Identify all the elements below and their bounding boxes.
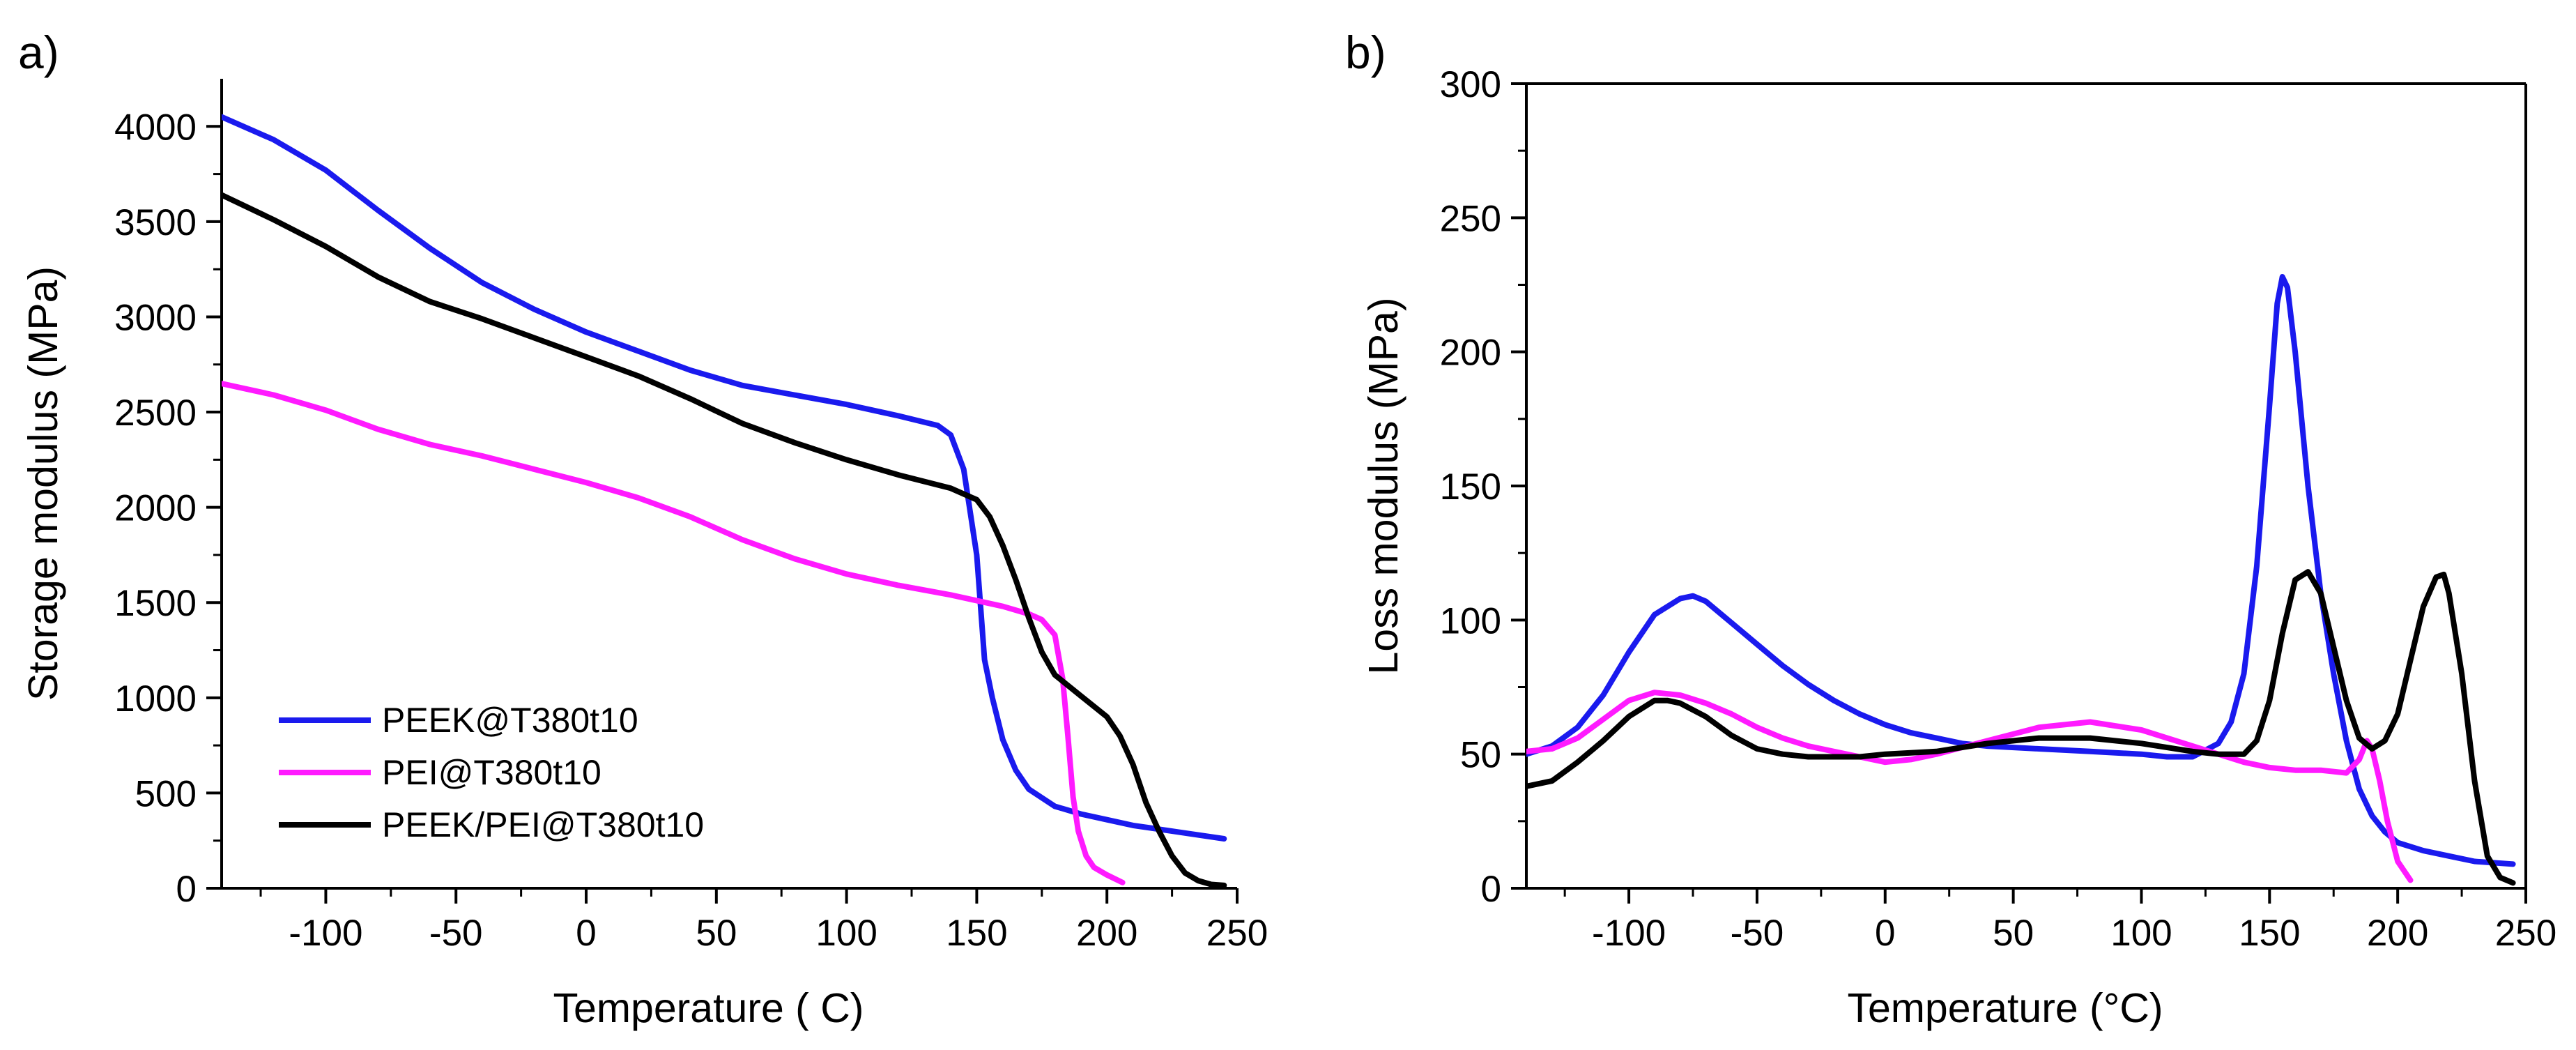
y-tick-label: 2000 — [114, 488, 197, 529]
x-tick-label: 150 — [946, 913, 1007, 954]
legend-label: PEEK@T380t10 — [382, 701, 638, 740]
y-tick-label: 0 — [1481, 869, 1501, 910]
y-tick-label: 2500 — [114, 393, 197, 434]
y-tick-label: 200 — [1440, 333, 1501, 374]
x-tick-label: -50 — [429, 913, 483, 954]
y-axis-title: Loss modulus (MPa) — [1360, 297, 1406, 674]
y-tick-label: 3500 — [114, 202, 197, 243]
y-tick-label: 300 — [1440, 64, 1501, 105]
y-tick-label: 4000 — [114, 107, 197, 148]
x-axis-title: Temperature ( C) — [553, 985, 864, 1031]
y-tick-label: 500 — [135, 773, 197, 814]
y-tick-label: 250 — [1440, 198, 1501, 239]
y-tick-label: 100 — [1440, 600, 1501, 641]
x-tick-label: 250 — [1206, 913, 1268, 954]
series-line-pei-t380t10 — [1526, 690, 2414, 883]
chart-panel-a: -100 -50 0 50 100 150 200 250050010001500200025… — [18, 26, 1268, 1031]
y-tick-label: 150 — [1440, 466, 1501, 508]
x-axis-title: Temperature (°C) — [1847, 985, 2163, 1031]
legend-label: PEEK/PEI@T380t10 — [382, 805, 704, 844]
series-group — [1526, 274, 2516, 886]
series-line-peek-pei-t380t10 — [1526, 569, 2516, 886]
x-tick-label: 150 — [2239, 913, 2300, 954]
x-tick-label: 0 — [1875, 913, 1895, 954]
x-tick-label: 0 — [576, 913, 596, 954]
x-tick-label: 50 — [696, 913, 737, 954]
legend: PEEK@T380t10 PEI@T380t10 PEEK/PEI@T380t10 — [279, 701, 704, 844]
x-tick-label: 100 — [815, 913, 877, 954]
legend-label: PEI@T380t10 — [382, 753, 601, 792]
panel-label: a) — [18, 26, 59, 78]
x-tick-label: -100 — [1592, 913, 1666, 954]
series-line-peek-pei-t380t10 — [222, 192, 1227, 888]
series-line-peek-t380t10 — [1526, 274, 2516, 867]
chart-panel-b: -100 -50 0 50 100 150 200 250 0 50 100 150 200 250 300… — [1345, 26, 2556, 1031]
panel-label: b) — [1345, 26, 1386, 78]
y-tick-label: 1000 — [114, 678, 197, 720]
y-tick-label: 1500 — [114, 583, 197, 624]
y-tick-label: 0 — [176, 869, 197, 910]
series-line-peek-t380t10 — [222, 114, 1227, 842]
series-line-pei-t380t10 — [222, 381, 1126, 885]
x-tick-label: 250 — [2495, 913, 2556, 954]
x-tick-label: 50 — [1993, 913, 2034, 954]
series-group — [222, 114, 1227, 888]
x-tick-label: 200 — [1076, 913, 1137, 954]
x-tick-label: 100 — [2110, 913, 2172, 954]
x-tick-label: 200 — [2367, 913, 2428, 954]
x-tick-label: -100 — [289, 913, 362, 954]
y-axis-title: Storage modulus (MPa) — [20, 266, 66, 701]
x-tick-label: -50 — [1731, 913, 1784, 954]
y-tick-label: 3000 — [114, 297, 197, 338]
y-tick-label: 50 — [1460, 735, 1501, 776]
